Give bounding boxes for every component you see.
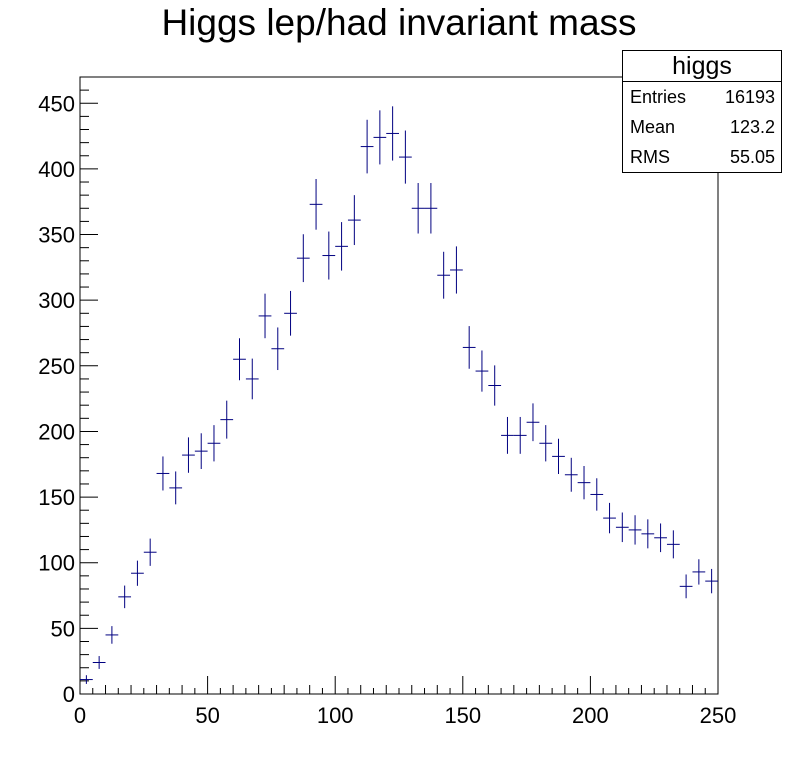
- y-tick-label: 250: [38, 354, 75, 379]
- stats-row-rms: RMS 55.05: [623, 142, 781, 172]
- data-point: [411, 183, 425, 234]
- data-point: [220, 400, 234, 439]
- data-point: [692, 559, 706, 585]
- stats-value: 55.05: [729, 147, 775, 167]
- data-point: [182, 437, 195, 473]
- data-point: [271, 327, 285, 371]
- data-point: [233, 338, 246, 381]
- data-point: [245, 358, 259, 400]
- histogram-marks: [80, 106, 718, 684]
- y-tick-label: 150: [38, 485, 75, 510]
- data-point: [539, 425, 553, 462]
- data-point: [118, 585, 132, 609]
- y-tick-label: 350: [38, 223, 75, 248]
- data-point: [296, 234, 310, 283]
- data-point: [360, 119, 374, 174]
- stats-label: Entries: [630, 87, 687, 107]
- data-point: [590, 478, 604, 511]
- stats-value: 16193: [724, 87, 775, 107]
- y-tick-label: 300: [38, 288, 75, 313]
- data-point: [488, 365, 502, 406]
- x-tick-label: 100: [317, 703, 354, 728]
- data-point: [437, 251, 451, 299]
- data-point: [335, 222, 348, 271]
- data-point: [386, 106, 399, 161]
- data-point: [105, 626, 119, 644]
- data-point: [501, 416, 514, 454]
- data-point: [143, 538, 157, 566]
- stats-box-title: higgs: [623, 51, 781, 82]
- stats-value: 123.2: [729, 117, 775, 137]
- data-point: [399, 130, 412, 184]
- stats-label: Mean: [630, 117, 676, 137]
- x-tick-label: 250: [700, 703, 737, 728]
- data-point: [475, 350, 489, 392]
- stats-row-mean: Mean 123.2: [623, 112, 781, 142]
- data-point: [258, 293, 272, 339]
- data-point: [552, 438, 565, 475]
- chart-title: Higgs lep/had invariant mass: [161, 2, 637, 43]
- data-point: [564, 457, 578, 492]
- data-point: [513, 416, 527, 454]
- data-point: [424, 183, 438, 234]
- data-point: [80, 675, 93, 684]
- data-point: [322, 231, 336, 280]
- x-tick-label: 50: [195, 703, 219, 728]
- data-point: [194, 433, 208, 469]
- data-point: [309, 178, 323, 230]
- stats-row-entries: Entries 16193: [623, 82, 781, 112]
- data-point: [666, 530, 680, 559]
- data-point: [347, 195, 361, 246]
- data-point: [679, 574, 693, 599]
- data-point: [92, 656, 106, 669]
- x-tick-label: 200: [572, 703, 609, 728]
- data-point: [628, 515, 642, 545]
- data-point: [526, 403, 540, 442]
- y-tick-label: 450: [38, 91, 75, 116]
- x-tick-label: 0: [74, 703, 86, 728]
- data-point: [284, 290, 297, 336]
- data-point: [577, 465, 591, 500]
- axis-tick-labels: 0 50 100 150 200 250 0 50 100 150 200 250 300 350 400 4…: [38, 91, 736, 728]
- stats-label: RMS: [630, 147, 670, 167]
- data-point: [603, 502, 616, 534]
- y-tick-label: 0: [63, 682, 75, 707]
- data-point: [462, 326, 476, 369]
- y-tick-label: 400: [38, 157, 75, 182]
- data-point: [641, 519, 655, 549]
- y-tick-label: 50: [51, 616, 75, 641]
- x-tick-label: 150: [444, 703, 481, 728]
- y-tick-label: 100: [38, 551, 75, 576]
- data-point: [207, 425, 221, 462]
- data-point: [169, 471, 183, 505]
- data-point: [705, 568, 718, 594]
- data-point: [450, 246, 463, 294]
- axis-ticks: [79, 76, 719, 695]
- data-point: [373, 110, 387, 165]
- stats-box: higgs Entries 16193 Mean 123.2 RMS 55.05: [622, 50, 782, 173]
- data-point: [131, 560, 144, 586]
- data-point: [654, 523, 667, 553]
- data-point: [156, 456, 170, 491]
- y-tick-label: 200: [38, 419, 75, 444]
- data-point: [615, 512, 629, 543]
